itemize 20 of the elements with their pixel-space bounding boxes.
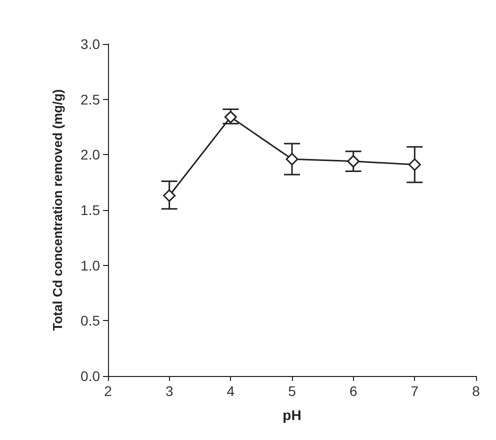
y-tick-label: 1.5 (80, 202, 100, 218)
x-tick-label: 3 (165, 383, 174, 399)
y-tick-label: 3.0 (80, 36, 100, 52)
x-tick-label: 4 (226, 383, 235, 399)
y-tick-label: 1.0 (80, 257, 100, 274)
point (286, 152, 298, 166)
y-tick-label: 0.5 (80, 312, 100, 329)
x-axis-title: pH (282, 407, 302, 423)
y-tick-label: 2.0 (80, 146, 100, 163)
x-tick-label: 5 (288, 383, 296, 399)
point (408, 158, 421, 171)
point (163, 189, 176, 202)
point (347, 155, 360, 168)
y-tick-label: 2.5 (80, 91, 100, 108)
x-tick-label: 8 (472, 383, 480, 399)
y-axis-title: Total Cd concentration removed (mg/g) (50, 89, 65, 331)
x-tick-label: 7 (410, 383, 419, 399)
y-tick-label: 0.0 (80, 368, 100, 384)
x-tick-label: 6 (349, 383, 358, 399)
x-tick-label: 2 (104, 383, 112, 399)
